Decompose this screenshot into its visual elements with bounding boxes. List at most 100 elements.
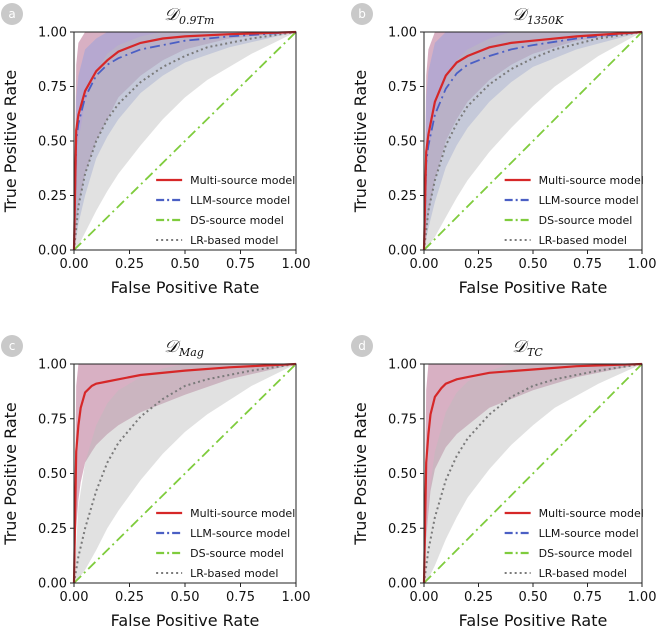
y-tick-label: 0.00 — [38, 244, 67, 259]
confidence-bands — [74, 364, 296, 583]
chart-title-subscript: Mag — [178, 346, 204, 359]
y-tick-label: 0.25 — [388, 189, 417, 204]
band-lr-based-model — [424, 32, 642, 250]
x-tick-label: 0.75 — [573, 257, 602, 272]
legend-entry: DS-source model — [539, 214, 633, 227]
y-axis-label: True Positive Rate — [351, 70, 370, 214]
y-tick-label: 0.50 — [38, 135, 67, 150]
panel-a: a 𝒟 0.9Tm 0.00 0.25 0.50 0.75 1.00 0.00 0.25 0.50 0… — [1, 3, 310, 297]
x-tick-label: 0.00 — [60, 257, 89, 272]
x-tick-label: 0.00 — [60, 590, 89, 605]
x-tick-label: 1.00 — [628, 590, 657, 605]
x-tick-label: 0.75 — [226, 257, 255, 272]
x-tick-label: 0.50 — [519, 257, 548, 272]
panel-badge — [351, 3, 373, 25]
series-llm-source-model — [423, 31, 643, 251]
legend-entry: DS-source model — [539, 547, 633, 560]
legend-entry: LR-based model — [539, 567, 627, 580]
series-lr-based-model — [423, 363, 643, 584]
x-tick-label: 0.50 — [519, 590, 548, 605]
y-tick-label: 0.50 — [388, 135, 417, 150]
panel-badge-label: b — [358, 7, 366, 21]
y-tick-label: 0.75 — [38, 80, 67, 95]
y-tick-label: 0.75 — [388, 412, 417, 427]
chart-title: 𝒟 — [512, 5, 529, 25]
legend-entry: LR-based model — [539, 234, 627, 247]
x-axis-label: False Positive Rate — [111, 278, 260, 297]
y-tick-label: 0.25 — [38, 522, 67, 537]
legend-entry: LR-based model — [190, 567, 278, 580]
y-tick-label: 0.50 — [388, 467, 417, 482]
band-lr-based-model — [74, 364, 296, 583]
x-tick-label: 0.75 — [573, 590, 602, 605]
x-tick-label: 0.25 — [115, 257, 144, 272]
x-tick-label: 0.25 — [464, 590, 493, 605]
legend-entry: LLM-source model — [190, 194, 290, 207]
x-tick-label: 0.50 — [171, 257, 200, 272]
chart-title-subscript: 1350K — [527, 14, 564, 27]
y-tick-label: 0.25 — [388, 522, 417, 537]
band-llm-source-model — [74, 32, 296, 250]
y-axis-label: True Positive Rate — [1, 70, 20, 214]
chart-title: 𝒟 — [164, 337, 181, 357]
legend: Multi-source model LLM-source model DS-sou… — [156, 174, 295, 247]
series-ds-source-model — [73, 363, 297, 584]
y-tick-label: 0.00 — [388, 577, 417, 592]
series-ds-source-model — [423, 363, 643, 584]
series-multi-source-model — [72, 362, 297, 584]
legend-entry: Multi-source model — [190, 507, 295, 520]
x-axis-label: False Positive Rate — [111, 611, 260, 630]
chart-title: 𝒟 — [164, 5, 181, 25]
series-lr-based-model — [423, 31, 643, 251]
x-axis-label: False Positive Rate — [459, 611, 608, 630]
y-axis-label: True Positive Rate — [1, 402, 20, 546]
legend: Multi-source model LLM-source model DS-sou… — [504, 507, 644, 580]
legend: Multi-source model LLM-source model DS-sou… — [504, 174, 644, 247]
confidence-bands — [424, 364, 642, 583]
legend-entry: Multi-source model — [539, 174, 644, 187]
series-lr-based-model — [73, 363, 297, 584]
panel-badge-label: a — [8, 7, 15, 21]
y-tick-label: 1.00 — [388, 26, 417, 41]
panel-c: c 𝒟 Mag 0.00 0.25 0.50 0.75 1.00 0.00 0.25 0.50 0.7… — [1, 335, 310, 630]
band-multi-source-model — [424, 32, 642, 250]
x-tick-label: 1.00 — [282, 590, 311, 605]
panel-badge — [351, 335, 373, 357]
series-llm-source-model — [73, 31, 297, 251]
x-tick-label: 0.50 — [171, 590, 200, 605]
x-tick-label: 1.00 — [282, 257, 311, 272]
series-ds-source-model — [73, 31, 297, 251]
panel-badge — [1, 335, 23, 357]
chart-title: 𝒟 — [512, 337, 529, 357]
y-tick-label: 0.00 — [388, 244, 417, 259]
panel-badge-label: c — [9, 339, 16, 353]
legend-entry: Multi-source model — [539, 507, 644, 520]
y-tick-label: 0.75 — [38, 412, 67, 427]
panel-badge-label: d — [358, 339, 366, 353]
legend-entry: DS-source model — [190, 547, 284, 560]
series-ds-source-model — [423, 31, 643, 251]
y-tick-label: 0.75 — [388, 80, 417, 95]
legend-entry: LR-based model — [190, 234, 278, 247]
legend-entry: DS-source model — [190, 214, 284, 227]
band-multi-source-model — [74, 32, 296, 250]
legend-entry: LLM-source model — [539, 194, 639, 207]
band-lr-based-model — [74, 32, 296, 250]
x-axis-label: False Positive Rate — [459, 278, 608, 297]
x-tick-label: 0.00 — [410, 257, 439, 272]
band-multi-source-model — [424, 364, 642, 583]
band-multi-source-model — [74, 364, 296, 583]
panel-b: b 𝒟 1350K 0.00 0.25 0.50 0.75 1.00 0.00 0.25 0.50 0… — [351, 3, 656, 297]
x-tick-label: 0.00 — [410, 590, 439, 605]
legend-entry: Multi-source model — [190, 174, 295, 187]
y-tick-label: 0.50 — [38, 467, 67, 482]
confidence-bands — [424, 32, 642, 250]
band-lr-based-model — [424, 364, 642, 583]
legend-entry: LLM-source model — [190, 527, 290, 540]
series-lr-based-model — [73, 31, 297, 251]
panel-d: d 𝒟 TC 0.00 0.25 0.50 0.75 1.00 0.00 0.25 0.50 0.75… — [351, 335, 656, 630]
chart-title-subscript: TC — [527, 346, 543, 359]
legend-entry: LLM-source model — [539, 527, 639, 540]
y-tick-label: 1.00 — [38, 358, 67, 373]
y-tick-label: 1.00 — [38, 26, 67, 41]
